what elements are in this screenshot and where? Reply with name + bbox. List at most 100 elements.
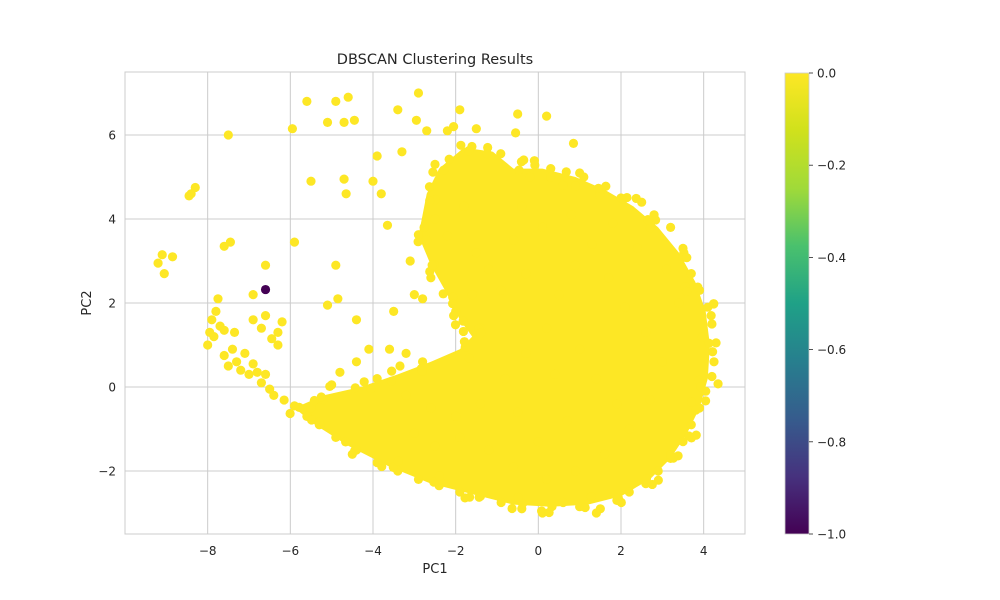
cluster-point [277, 317, 287, 327]
cluster-point [593, 183, 604, 193]
cluster-point [513, 407, 523, 417]
cluster-point [223, 130, 233, 140]
cluster-point [248, 315, 258, 325]
y-axis-label: PC2 [80, 290, 95, 315]
cluster-point [343, 92, 353, 102]
cluster-point [413, 88, 424, 98]
cluster-point [684, 431, 694, 441]
cluster-point [339, 117, 349, 127]
cluster-point [707, 371, 717, 382]
cluster-point [236, 365, 246, 375]
y-tick-label: 0 [108, 381, 116, 395]
cluster-point [622, 192, 632, 203]
cluster-point [542, 111, 552, 121]
cluster-point [455, 432, 465, 442]
cluster-point [331, 260, 341, 270]
cluster-point [372, 151, 382, 161]
cluster-point [704, 338, 714, 348]
cluster-point [267, 334, 277, 344]
cluster-point [449, 122, 459, 132]
cluster-point [285, 408, 295, 419]
cluster-point [438, 289, 448, 299]
cluster-point [366, 383, 376, 394]
x-tick-label: 0 [535, 544, 543, 558]
cluster-point [448, 292, 458, 302]
cluster-point [377, 461, 387, 472]
cluster-point [475, 399, 486, 409]
cluster-point [447, 298, 458, 309]
cluster-point [707, 319, 717, 329]
y-axis-ticks: −2 0 2 4 6 [98, 129, 116, 479]
cluster-point [289, 237, 300, 247]
cluster-point [157, 250, 167, 260]
cluster-point [570, 260, 581, 270]
cluster-point [645, 395, 655, 405]
cluster-point [471, 248, 481, 258]
cluster-point [418, 294, 428, 304]
cluster-point [459, 337, 470, 347]
cluster-point [244, 369, 254, 379]
cluster-point [657, 357, 667, 367]
cluster-point [513, 492, 523, 503]
cluster-point [706, 311, 716, 321]
cluster-point [256, 378, 266, 388]
cluster-point [424, 182, 435, 192]
colorbar-tick-label: 0.0 [817, 67, 836, 81]
cluster-point [517, 201, 527, 211]
cluster-point [620, 302, 630, 312]
cluster-point [709, 357, 719, 367]
cluster-point [405, 256, 415, 266]
cluster-point [507, 503, 517, 514]
cluster-point [711, 338, 721, 348]
cluster-point [451, 411, 461, 421]
cluster-point [419, 222, 429, 232]
cluster-point [455, 487, 465, 497]
cluster-point [364, 344, 374, 354]
cluster-point [393, 456, 403, 466]
cluster-point [382, 220, 393, 230]
cluster-point [411, 115, 421, 125]
cluster-point [686, 397, 697, 407]
cluster-point [575, 168, 585, 178]
cluster-point [537, 222, 548, 232]
cluster-point [425, 196, 435, 206]
cluster-point [167, 252, 178, 262]
cluster-point [279, 395, 289, 405]
cluster-point [434, 471, 444, 481]
cluster-point [561, 167, 571, 177]
cluster-point [347, 449, 357, 459]
cluster-point [570, 181, 581, 191]
cluster-point [426, 403, 436, 413]
cluster-point [458, 326, 469, 337]
x-tick-label: −4 [364, 544, 382, 558]
x-axis-ticks: −8 −6 −4 −2 0 2 4 [199, 544, 708, 558]
cluster-point [708, 347, 718, 357]
cluster-point [248, 290, 258, 300]
cluster-point [697, 332, 707, 342]
cluster-point [550, 369, 560, 379]
cluster-point [508, 462, 519, 472]
cluster-point [562, 416, 572, 426]
cluster-point [331, 96, 341, 106]
cluster-point [471, 124, 481, 134]
cluster-point [456, 140, 466, 150]
colorbar-ticks: 0.0 −0.2 −0.4 −0.6 −0.8 −1.0 [809, 67, 846, 542]
cluster-point [666, 450, 676, 460]
cluster-point [661, 264, 672, 274]
cluster-point [427, 260, 437, 270]
cluster-point [388, 462, 398, 473]
cluster-point [554, 290, 564, 300]
cluster-point [542, 474, 552, 484]
cluster-point [273, 327, 283, 337]
cluster-point [500, 374, 510, 384]
cluster-point [519, 155, 529, 165]
colorbar-tick-label: −0.4 [817, 251, 846, 265]
cluster-point [339, 174, 349, 184]
cluster-point [641, 474, 652, 484]
cluster-point [413, 474, 424, 484]
x-tick-label: −6 [281, 544, 299, 558]
cluster-point [696, 381, 706, 392]
cluster-point [203, 340, 213, 350]
cluster-point [575, 344, 585, 354]
